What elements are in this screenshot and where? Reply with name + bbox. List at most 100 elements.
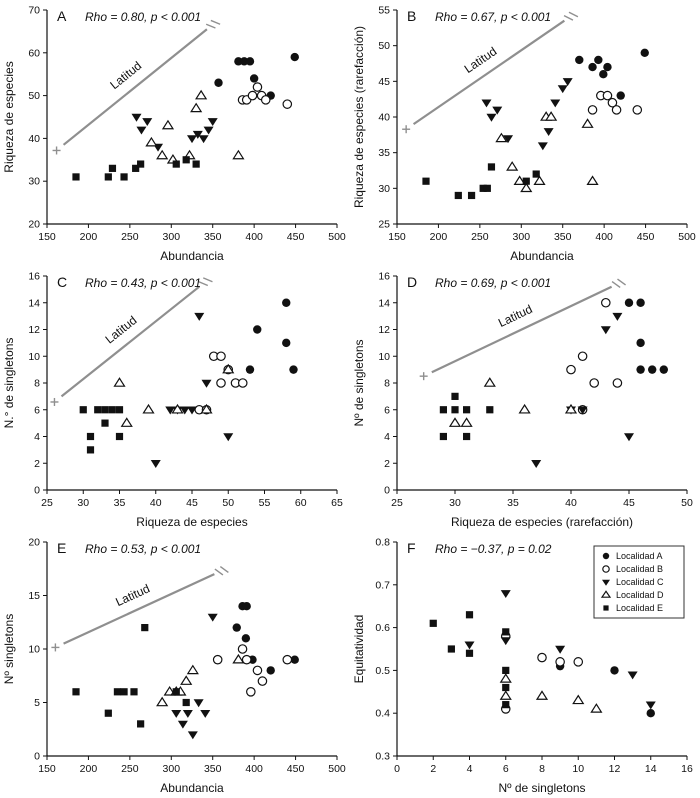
data-point [245,57,255,66]
y-axis-label: Riqueza de especies [2,61,16,172]
data-point [506,161,519,171]
data-point [503,135,514,144]
data-point [562,78,573,87]
svg-text:60: 60 [295,497,307,509]
data-point [203,126,214,135]
data-point [557,85,568,94]
data-point [429,619,437,627]
data-point [550,99,561,108]
x-axis-label: Abundancia [510,249,574,263]
line-end-dash-icon [198,281,209,287]
data-point [115,432,124,441]
data-point [624,433,634,442]
svg-text:4: 4 [34,431,40,443]
data-point [451,392,459,400]
svg-text:14: 14 [378,297,390,309]
data-point [246,687,256,697]
data-point [260,95,271,105]
data-point [104,709,112,717]
svg-text:35: 35 [378,147,390,159]
y-tick-labels: 0.3 0.4 0.5 0.6 0.7 0.8 [375,537,397,763]
series-localidad-a [555,657,655,718]
svg-text:65: 65 [331,497,343,509]
panel-e-chart: 150 200 250 300 350 400 450 500 0 5 10 15 20 Abundanc… [2,537,346,796]
data-point [131,113,142,122]
data-point [172,688,180,696]
latitud-reference-line: Latitud [50,277,213,406]
rho-annotation: Rho = 0.53, p < 0.001 [85,542,201,556]
svg-text:20: 20 [28,537,40,549]
data-point [500,637,511,646]
data-point [86,432,95,441]
data-point [601,297,611,308]
data-point [223,433,234,442]
data-point [422,177,430,185]
data-point [290,52,299,62]
y-axis-label: Riqueza de especies (rarefacción) [352,26,366,208]
rho-annotation: Rho = −0.37, p = 0.02 [435,542,552,556]
svg-text:16: 16 [378,271,390,283]
panel-letter: D [407,274,417,290]
data-point [502,628,510,636]
svg-text:2: 2 [34,458,40,470]
legend-label: Localidad A [616,551,663,561]
rho-annotation: Rho = 0.69, p < 0.001 [435,276,551,290]
data-point [535,690,549,700]
data-point [543,128,554,136]
data-point [439,406,447,414]
data-point [241,654,252,665]
svg-text:10: 10 [28,351,40,363]
data-point [611,105,622,115]
data-point [602,552,610,560]
data-point [282,654,293,665]
data-point [520,182,533,193]
svg-text:150: 150 [38,763,56,775]
line-end-dash-icon [617,278,626,286]
data-point [241,634,251,643]
svg-text:250: 250 [121,763,139,775]
svg-text:50: 50 [378,40,390,52]
svg-text:0: 0 [384,485,390,497]
data-point [636,298,645,307]
data-point [483,377,496,387]
data-point [610,666,619,675]
svg-text:16: 16 [28,271,40,283]
y-axis-label: Nº singletons [2,614,16,684]
data-point [602,565,610,573]
svg-text:50: 50 [222,497,234,509]
data-point [659,365,668,374]
data-point [533,175,546,185]
data-point [577,351,588,362]
svg-text:30: 30 [449,497,461,509]
data-point [266,666,275,675]
data-point [555,657,565,667]
data-point [282,99,293,109]
svg-text:200: 200 [430,231,448,243]
data-point [564,403,578,414]
data-point [646,709,655,718]
svg-text:45: 45 [378,76,390,88]
svg-text:500: 500 [328,763,346,775]
data-point [242,602,251,611]
line-end-dash-icon [563,14,574,21]
svg-text:60: 60 [28,47,40,59]
data-point [624,298,634,307]
data-point [645,701,656,710]
svg-text:40: 40 [565,497,577,509]
series-localidad-a [245,298,298,374]
svg-text:25: 25 [378,219,390,231]
data-point [232,149,245,160]
svg-text:0: 0 [394,763,400,775]
svg-text:500: 500 [678,231,696,243]
x-axis-label: Riqueza de especies (rarefacción) [451,515,633,529]
series-localidad-b [500,631,584,714]
svg-text:0.6: 0.6 [375,622,390,634]
data-point [187,406,197,415]
data-point [487,163,496,171]
y-tick-labels: 0 2 4 6 8 10 12 14 16 [378,271,397,497]
svg-text:6: 6 [384,404,390,416]
svg-text:15: 15 [28,590,40,602]
data-point [499,673,512,683]
series-localidad-c [531,312,634,468]
data-point [182,698,190,707]
